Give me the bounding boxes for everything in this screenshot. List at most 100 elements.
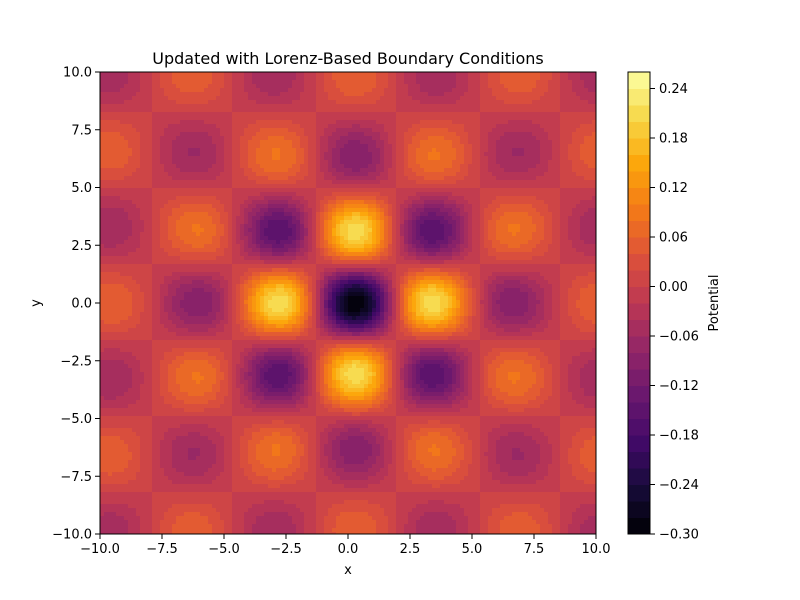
heatmap-cell: [172, 208, 177, 213]
heatmap-cell: [484, 228, 489, 233]
heatmap-cell: [296, 140, 301, 145]
heatmap-cell: [576, 140, 581, 145]
heatmap-cell: [336, 148, 341, 153]
heatmap-cell: [560, 120, 565, 125]
heatmap-cell: [532, 100, 537, 105]
heatmap-cell: [356, 184, 361, 189]
heatmap-cell: [168, 184, 173, 189]
heatmap-cell: [176, 216, 181, 221]
heatmap-cell: [408, 176, 413, 181]
heatmap-cell: [500, 124, 505, 129]
heatmap-cell: [204, 80, 209, 85]
heatmap-cell: [352, 208, 357, 213]
heatmap-cell: [468, 104, 473, 109]
heatmap-cell: [156, 172, 161, 177]
heatmap-cell: [204, 76, 209, 81]
heatmap-cell: [576, 220, 581, 225]
heatmap-cell: [384, 172, 389, 177]
heatmap-cell: [372, 92, 377, 97]
heatmap-cell: [424, 116, 429, 121]
heatmap-cell: [464, 228, 469, 233]
heatmap-cell: [296, 148, 301, 153]
heatmap-cell: [504, 112, 509, 117]
heatmap-cell: [152, 164, 157, 169]
heatmap-cell: [380, 88, 385, 93]
heatmap-cell: [120, 196, 125, 201]
heatmap-cell: [192, 104, 197, 109]
heatmap-cell: [136, 212, 141, 217]
heatmap-cell: [380, 144, 385, 149]
heatmap-cell: [480, 128, 485, 133]
heatmap-cell: [216, 152, 221, 157]
heatmap-cell: [432, 144, 437, 149]
heatmap-cell: [532, 84, 537, 89]
heatmap-cell: [392, 160, 397, 165]
heatmap-cell: [120, 200, 125, 205]
heatmap-cell: [484, 120, 489, 125]
heatmap-cell: [128, 100, 133, 105]
heatmap-cell: [492, 164, 497, 169]
heatmap-cell: [476, 100, 481, 105]
heatmap-cell: [588, 84, 593, 89]
heatmap-cell: [208, 172, 213, 177]
heatmap-cell: [104, 160, 109, 165]
heatmap-cell: [388, 176, 393, 181]
heatmap-cell: [536, 184, 541, 189]
heatmap-cell: [292, 204, 297, 209]
heatmap-cell: [440, 136, 445, 141]
heatmap-cell: [568, 72, 573, 77]
heatmap-cell: [256, 148, 261, 153]
heatmap-cell: [188, 76, 193, 81]
heatmap-cell: [384, 124, 389, 129]
heatmap-cell: [388, 196, 393, 201]
heatmap-cell: [292, 124, 297, 129]
heatmap-cell: [400, 136, 405, 141]
heatmap-cell: [448, 132, 453, 137]
heatmap-cell: [572, 124, 577, 129]
heatmap-cell: [168, 72, 173, 77]
heatmap-cell: [536, 176, 541, 181]
heatmap-cell: [132, 88, 137, 93]
heatmap-cell: [344, 148, 349, 153]
heatmap-cell: [352, 216, 357, 221]
heatmap-cell: [212, 212, 217, 217]
heatmap-cell: [568, 148, 573, 153]
heatmap-cell: [532, 128, 537, 133]
heatmap-cell: [404, 128, 409, 133]
heatmap-cell: [188, 196, 193, 201]
heatmap-cell: [304, 172, 309, 177]
heatmap-cell: [376, 188, 381, 193]
heatmap-cell: [576, 84, 581, 89]
heatmap-cell: [140, 128, 145, 133]
heatmap-cell: [136, 188, 141, 193]
heatmap-cell: [320, 76, 325, 81]
heatmap-cell: [308, 224, 313, 229]
heatmap-cell: [476, 128, 481, 133]
heatmap-cell: [416, 120, 421, 125]
heatmap-cell: [168, 76, 173, 81]
heatmap-cell: [108, 100, 113, 105]
heatmap-cell: [164, 224, 169, 229]
heatmap-cell: [584, 132, 589, 137]
heatmap-cell: [184, 124, 189, 129]
heatmap-cell: [276, 144, 281, 149]
heatmap-cell: [468, 208, 473, 213]
heatmap-cell: [532, 216, 537, 221]
heatmap-cell: [264, 96, 269, 101]
heatmap-cell: [496, 164, 501, 169]
heatmap-cell: [360, 184, 365, 189]
heatmap-cell: [276, 116, 281, 121]
heatmap-cell: [248, 224, 253, 229]
heatmap-cell: [548, 124, 553, 129]
heatmap-cell: [408, 212, 413, 217]
heatmap-cell: [232, 76, 237, 81]
heatmap-cell: [316, 200, 321, 205]
heatmap-cell: [516, 84, 521, 89]
heatmap-cell: [584, 84, 589, 89]
heatmap-cell: [216, 88, 221, 93]
heatmap-cell: [256, 88, 261, 93]
heatmap-cell: [472, 224, 477, 229]
heatmap-cell: [380, 156, 385, 161]
heatmap-cell: [568, 116, 573, 121]
heatmap-cell: [420, 188, 425, 193]
